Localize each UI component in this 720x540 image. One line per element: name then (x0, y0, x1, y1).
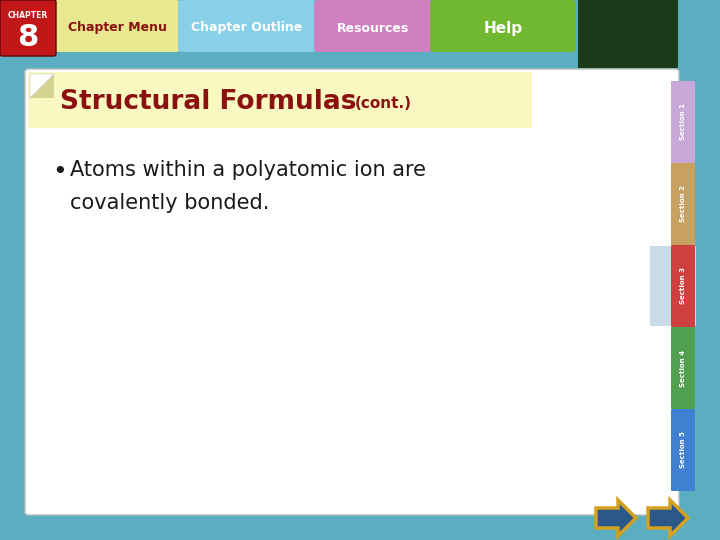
FancyBboxPatch shape (671, 163, 695, 245)
Bar (650, 246, 696, 326)
Text: covalently bonded.: covalently bonded. (70, 193, 269, 213)
Text: Section 5: Section 5 (680, 431, 686, 468)
Text: Chapter Menu: Chapter Menu (68, 22, 166, 35)
FancyBboxPatch shape (671, 327, 695, 409)
Text: Section 4: Section 4 (680, 349, 686, 387)
FancyBboxPatch shape (314, 0, 432, 52)
Text: Help: Help (483, 21, 523, 36)
FancyBboxPatch shape (671, 245, 695, 327)
Text: Section 2: Section 2 (680, 186, 686, 222)
Text: 8: 8 (17, 24, 39, 52)
Text: Chapter Outline: Chapter Outline (192, 22, 302, 35)
Polygon shape (30, 74, 54, 98)
Text: (cont.): (cont.) (355, 97, 412, 111)
FancyBboxPatch shape (671, 409, 695, 491)
FancyBboxPatch shape (0, 0, 56, 56)
Polygon shape (30, 74, 54, 98)
Text: •: • (52, 160, 67, 184)
FancyBboxPatch shape (25, 69, 679, 515)
FancyBboxPatch shape (178, 0, 316, 52)
FancyBboxPatch shape (28, 72, 532, 128)
Text: Resources: Resources (337, 22, 409, 35)
Text: CHAPTER: CHAPTER (8, 11, 48, 21)
Text: Atoms within a polyatomic ion are: Atoms within a polyatomic ion are (70, 160, 426, 180)
Bar (0, 0, 720, 68)
Polygon shape (596, 500, 636, 536)
FancyBboxPatch shape (671, 81, 695, 163)
FancyBboxPatch shape (430, 0, 576, 52)
Text: Structural Formulas: Structural Formulas (60, 89, 356, 115)
Text: Section 3: Section 3 (680, 267, 686, 305)
FancyBboxPatch shape (54, 0, 180, 52)
Polygon shape (648, 500, 688, 536)
Bar (578, 0, 678, 68)
Text: Section 1: Section 1 (680, 104, 686, 140)
